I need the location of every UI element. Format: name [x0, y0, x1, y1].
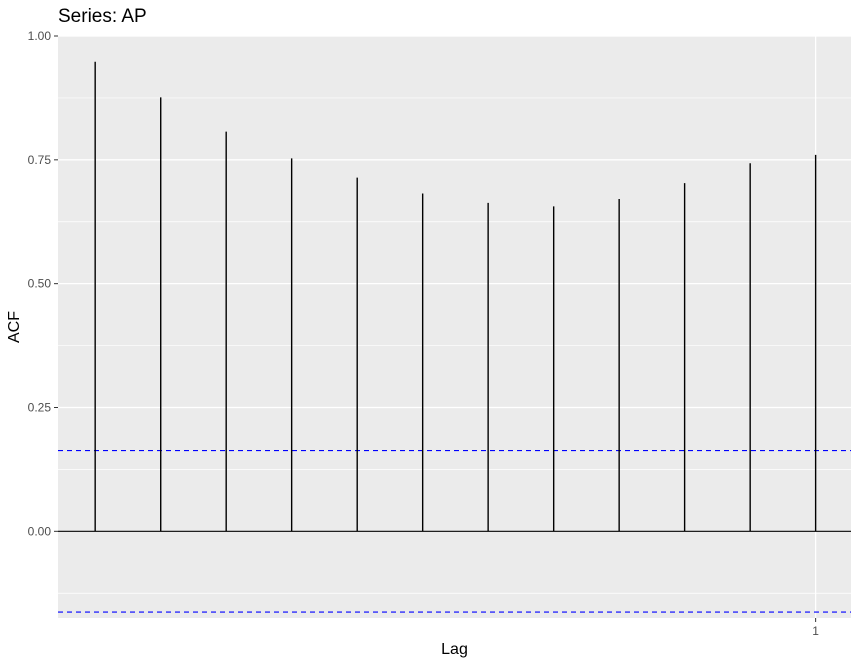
y-axis: 0.00 0.25 0.50 0.75 1.00	[28, 29, 58, 538]
x-axis: 1	[812, 618, 819, 638]
acf-stems	[94, 61, 817, 532]
y-tick-label: 1.00	[28, 29, 52, 43]
y-axis-title: ACF	[6, 311, 23, 343]
y-tick-label: 0.00	[28, 524, 52, 538]
y-tick-label: 0.50	[28, 277, 52, 291]
y-tick-label: 0.25	[28, 400, 52, 414]
x-tick-label: 1	[812, 624, 819, 638]
y-tick-label: 0.75	[28, 153, 52, 167]
chart-title: Series: AP	[58, 6, 147, 27]
x-axis-title: Lag	[441, 641, 468, 658]
plot-panel	[58, 36, 851, 618]
confidence-bounds	[58, 449, 851, 613]
